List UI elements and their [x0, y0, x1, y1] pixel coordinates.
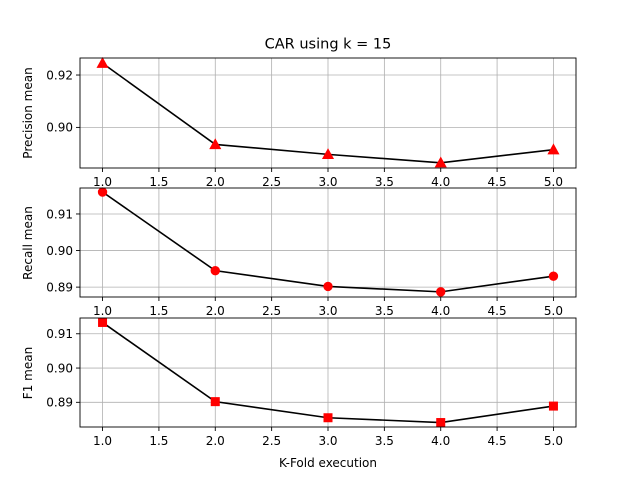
precision-data-point [96, 57, 109, 68]
f1-data-point [436, 418, 446, 428]
f1-ytick-label: 0.91 [46, 327, 73, 341]
recall-xtick-label: 2.5 [262, 304, 281, 318]
recall-data-point [210, 265, 220, 276]
f1-ytick-label: 0.90 [46, 361, 73, 375]
f1-panel: 1.0 1.5 2.0 2.5 3.0 3.5 4.0 4.5 5.0 0.91 0.90 0.89 [46, 317, 577, 448]
precision-data-point [547, 143, 560, 155]
precision-data-point [434, 156, 447, 168]
f1-data-point [323, 413, 333, 423]
recall-xtick-label: 3.0 [318, 304, 337, 318]
f1-xtick-label: 2.0 [206, 434, 225, 448]
f1-xtick-label: 1.0 [93, 434, 112, 448]
f1-data-point [210, 397, 220, 407]
recall-data-point [323, 281, 333, 292]
recall-ytick-label: 0.89 [46, 280, 73, 294]
recall-data-point [97, 187, 108, 197]
precision-xtick-label: 2.5 [262, 175, 281, 189]
f1-xtick-label: 1.5 [149, 434, 168, 448]
precision-xtick-label: 3.0 [318, 175, 337, 189]
precision-xtick-label: 5.0 [544, 175, 563, 189]
recall-xtick-label: 1.5 [149, 304, 168, 318]
f1-xtick-label: 2.5 [262, 434, 281, 448]
recall-panel: 1.0 1.5 2.0 2.5 3.0 3.5 4.0 4.5 5.0 0.91 0.90 0.89 [46, 187, 577, 318]
f1-ylabel: F1 mean [21, 347, 35, 399]
precision-ytick-label: 0.92 [46, 68, 73, 82]
recall-xtick-label: 5.0 [544, 304, 563, 318]
precision-xtick-label: 4.5 [488, 175, 507, 189]
recall-xtick-label: 4.0 [431, 304, 450, 318]
f1-xtick-label: 3.5 [375, 434, 394, 448]
f1-ytick-label: 0.89 [46, 396, 73, 410]
precision-xtick-label: 3.5 [375, 175, 394, 189]
precision-data-point [321, 148, 335, 160]
recall-data-point [548, 271, 559, 281]
recall-xtick-label: 3.5 [375, 304, 394, 318]
recall-ylabel: Recall mean [21, 206, 35, 280]
chart-title: CAR using k = 15 [265, 37, 392, 53]
recall-xtick-label: 4.5 [488, 304, 507, 318]
recall-data-point [436, 287, 446, 297]
f1-data-point [98, 317, 108, 327]
precision-ylabel: Precision mean [21, 67, 35, 158]
f1-xtick-label: 4.0 [431, 434, 450, 448]
recall-ytick-label: 0.91 [46, 207, 73, 221]
f1-xtick-label: 3.0 [318, 434, 337, 448]
f1-xtick-label: 4.5 [488, 434, 507, 448]
f1-xtick-label: 5.0 [544, 434, 563, 448]
precision-xtick-label: 4.0 [431, 175, 450, 189]
precision-ytick-label: 0.90 [46, 121, 73, 135]
precision-xtick-label: 1.0 [93, 175, 112, 189]
precision-xtick-label: 1.5 [149, 175, 168, 189]
precision-data-point [209, 138, 222, 150]
recall-xtick-label: 1.0 [93, 304, 112, 318]
recall-ytick-label: 0.90 [46, 244, 73, 258]
precision-panel: 1.0 1.5 2.0 2.5 3.0 3.5 4.0 4.5 5.0 0.92 0.90 [46, 57, 577, 189]
recall-xtick-label: 2.0 [206, 304, 225, 318]
f1-data-point [548, 401, 558, 411]
precision-xtick-label: 2.0 [206, 175, 225, 189]
f1-xlabel: K-Fold execution [279, 456, 377, 470]
